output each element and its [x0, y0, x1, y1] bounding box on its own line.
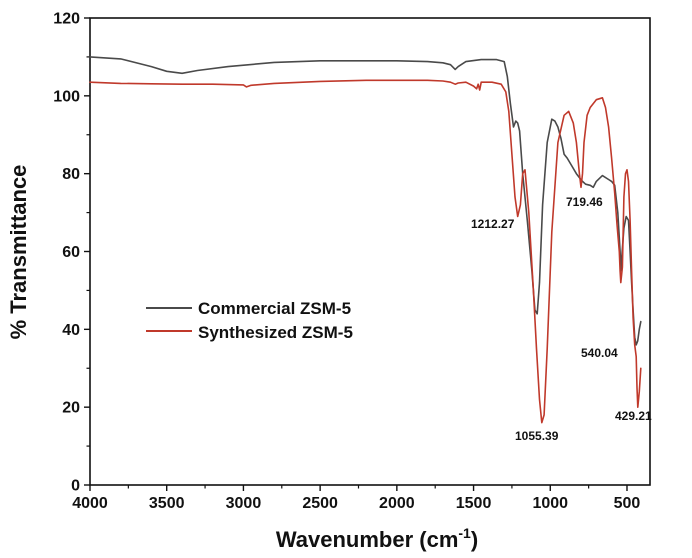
x-tick-label: 2500 [302, 495, 338, 512]
annotation-540: 540.04 [581, 346, 618, 360]
annotation-429: 429.21 [615, 409, 652, 423]
legend-label-commercial: Commercial ZSM-5 [198, 299, 351, 318]
x-tick-label: 500 [614, 495, 641, 512]
y-tick-label: 60 [62, 244, 80, 261]
y-tick-label: 0 [71, 478, 80, 495]
legend-label-synthesized: Synthesized ZSM-5 [198, 323, 353, 342]
series-line-commercial [89, 56, 642, 346]
axis-ticks [84, 17, 628, 491]
y-tick-label: 40 [62, 322, 80, 339]
y-tick-label: 120 [53, 11, 80, 28]
x-tick-label: 1000 [532, 495, 568, 512]
y-axis-title: % Transmittance [6, 165, 31, 340]
y-tick-label: 20 [62, 400, 80, 417]
x-tick-label: 2000 [379, 495, 415, 512]
y-tick-label: 80 [62, 166, 80, 183]
annotation-1212: 1212.27 [471, 217, 515, 231]
annotation-719: 719.46 [566, 195, 603, 209]
y-tick-labels: 0 20 40 60 80 100 120 [53, 11, 80, 495]
series-line-synthesized [89, 79, 642, 424]
x-tick-label: 3500 [149, 495, 185, 512]
x-tick-label: 3000 [226, 495, 262, 512]
x-tick-label: 1500 [456, 495, 492, 512]
legend: Commercial ZSM-5 Synthesized ZSM-5 [146, 299, 353, 342]
x-axis-title: Wavenumber (cm-1) [276, 525, 478, 552]
series-lines [89, 56, 642, 424]
y-tick-label: 100 [53, 88, 80, 105]
annotation-1055: 1055.39 [515, 429, 559, 443]
plot-frame [89, 17, 651, 486]
x-tick-labels: 4000 3500 3000 2500 2000 1500 1000 500 [72, 495, 640, 512]
x-tick-label: 4000 [72, 495, 108, 512]
